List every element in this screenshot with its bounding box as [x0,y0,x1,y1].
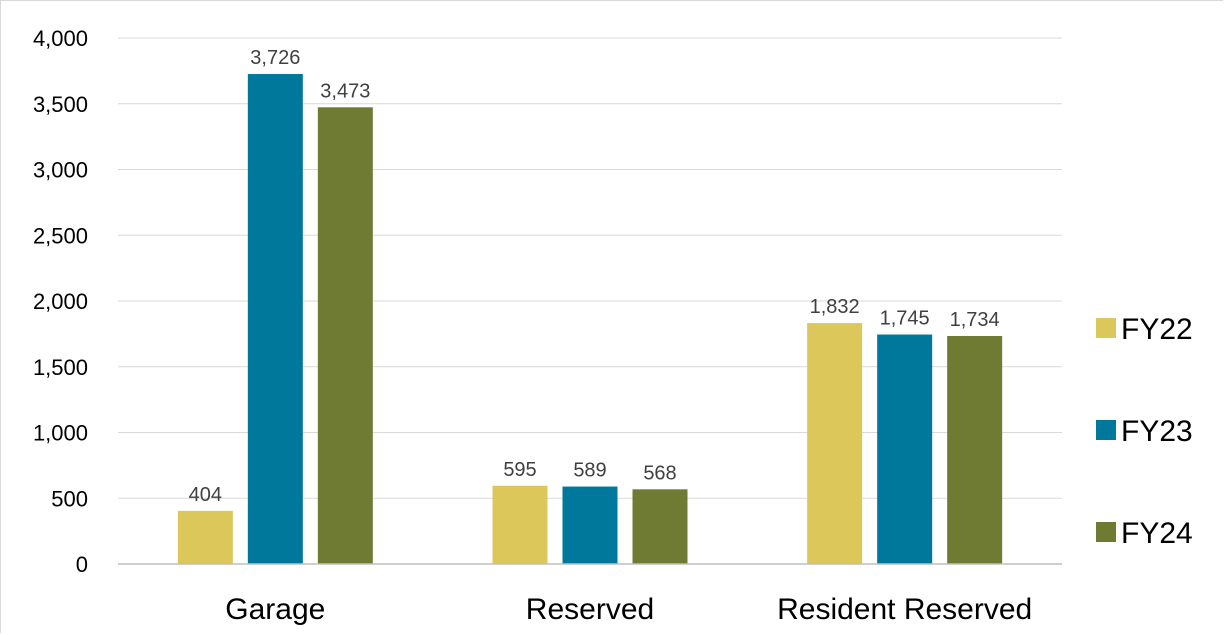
x-category-label: Garage [225,593,325,626]
data-labels: 404 3,726 3,473 595 589 568 1,832 1,745 1,734 [189,47,1000,506]
bar [492,485,548,564]
legend-label: FY24 [1121,517,1193,550]
data-label: 589 [573,460,606,482]
bar [877,334,933,564]
data-label: 568 [643,462,676,484]
y-axis-ticks: 0 500 1,000 1,500 2,000 2,500 3,000 3,500 4,000 [33,26,88,577]
y-tick-label: 1,500 [33,355,88,380]
bar [562,486,618,564]
bar [247,74,303,564]
bar [807,323,863,564]
legend-label: FY23 [1121,415,1193,448]
data-label: 3,473 [320,80,370,102]
legend-label: FY22 [1121,313,1193,346]
x-category-label: Resident Reserved [777,593,1032,626]
data-label: 3,726 [250,47,300,69]
data-label: 1,832 [810,296,860,318]
y-tick-label: 2,500 [33,223,88,248]
legend-swatch [1096,522,1116,542]
legend: FY22 FY23 FY24 [1096,313,1193,550]
x-axis-categories: Garage Reserved Resident Reserved [225,593,1032,626]
data-label: 404 [189,484,222,506]
bar [177,510,233,564]
y-tick-label: 0 [76,552,88,577]
y-tick-label: 2,000 [33,289,88,314]
y-tick-label: 4,000 [33,26,88,51]
y-tick-label: 3,000 [33,158,88,183]
bar [947,335,1003,564]
x-category-label: Reserved [526,593,654,626]
bar [317,107,373,564]
data-label: 595 [503,459,536,481]
bar [632,489,688,564]
y-tick-label: 1,000 [33,421,88,446]
y-tick-label: 3,500 [33,92,88,117]
data-label: 1,745 [880,308,930,330]
legend-swatch [1096,318,1116,338]
y-tick-label: 500 [51,486,88,511]
legend-swatch [1096,420,1116,440]
bars [177,74,1003,564]
data-label: 1,734 [950,309,1000,331]
